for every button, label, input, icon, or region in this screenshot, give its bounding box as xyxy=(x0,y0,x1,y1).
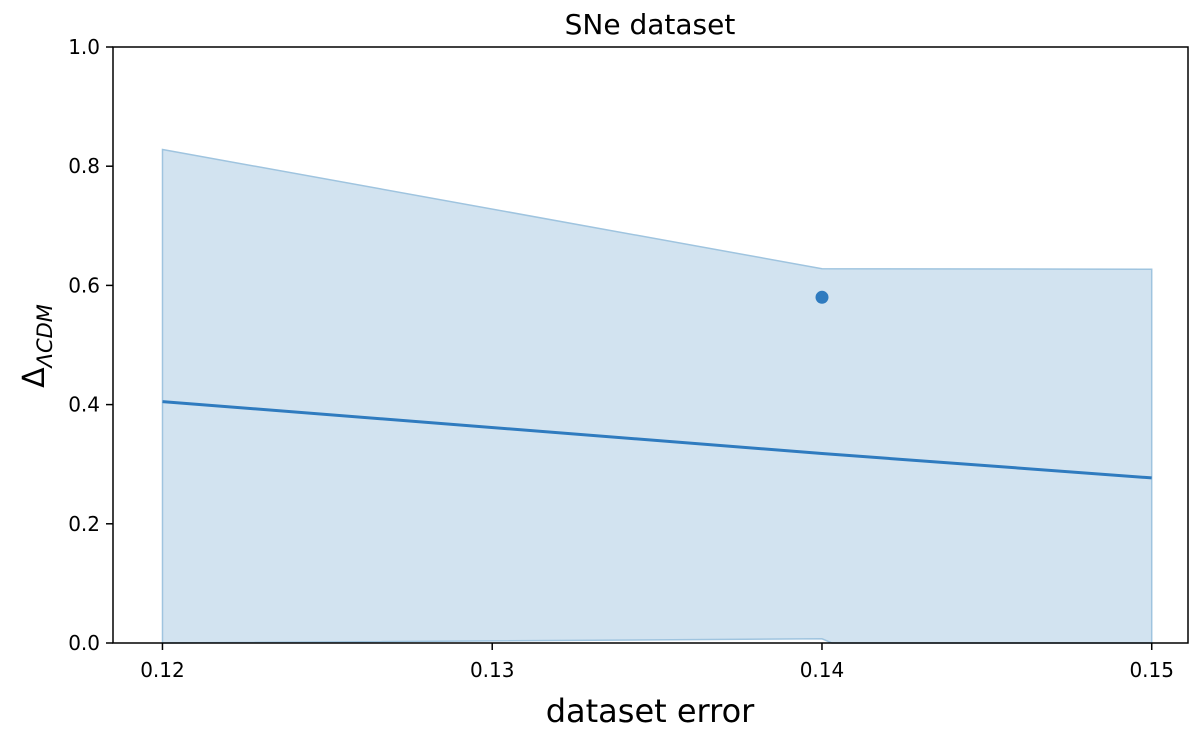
mean-line xyxy=(162,400,1152,480)
chart-title: SNe dataset xyxy=(565,8,736,41)
data-point-0 xyxy=(815,290,829,304)
y-axis-label-subscript: ΛCDM xyxy=(33,304,57,369)
x-tick-label-3: 0.15 xyxy=(1129,658,1174,682)
x-axis-label: dataset error xyxy=(546,692,755,730)
y-tick-label-4: 0.8 xyxy=(68,154,100,178)
y-axis-label-main: Δ xyxy=(17,367,52,388)
x-tick-label-1: 0.13 xyxy=(470,658,515,682)
y-tick-label-3: 0.6 xyxy=(68,273,100,297)
plot-layer: 0.12 0.13 0.14 0.15 0.0 0.2 0.4 0.6 0.8 1.0 xyxy=(68,35,1189,682)
y-tick-label-1: 0.2 xyxy=(68,512,100,536)
x-tick-label-0: 0.12 xyxy=(140,658,185,682)
y-tick-label-0: 0.0 xyxy=(68,631,100,655)
plot-frame xyxy=(112,46,1189,644)
y-axis-label: ΔΛCDM xyxy=(17,304,57,388)
x-tick-label-2: 0.14 xyxy=(800,658,845,682)
y-tick-label-2: 0.4 xyxy=(68,393,100,417)
confidence-band xyxy=(161,148,1153,644)
y-tick-label-5: 1.0 xyxy=(68,35,100,59)
